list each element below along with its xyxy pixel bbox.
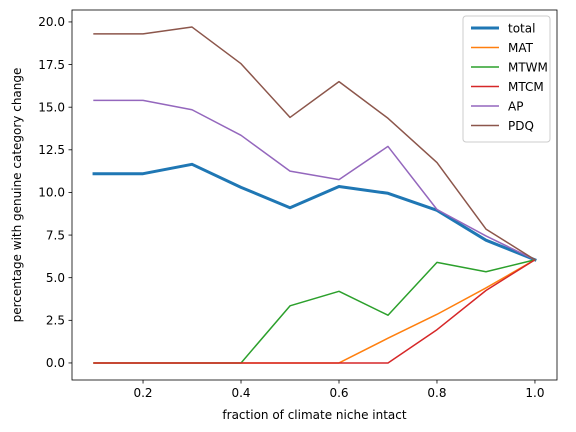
y-tick-label: 7.5	[46, 228, 65, 242]
x-tick-label: 0.2	[133, 386, 152, 400]
legend-label-mat: MAT	[508, 41, 534, 55]
x-tick-label: 0.6	[329, 386, 348, 400]
series-line-pdq	[93, 26, 536, 261]
y-tick-label: 0.0	[46, 356, 65, 370]
x-tick-label: 1.0	[525, 386, 544, 400]
legend-label-ap: AP	[508, 99, 523, 113]
series-line-mtcm	[93, 258, 536, 364]
x-tick-label: 0.4	[231, 386, 250, 400]
y-tick-label: 12.5	[38, 143, 65, 157]
x-axis-ticks: 0.2 0.4 0.6 0.8 1.0	[133, 380, 545, 400]
y-tick-label: 10.0	[38, 186, 65, 200]
legend-label-mtwm: MTWM	[508, 60, 548, 74]
legend-label-pdq: PDQ	[508, 119, 534, 133]
series-line-total	[92, 162, 537, 262]
x-tick-label: 0.8	[427, 386, 446, 400]
axes-frame	[71, 9, 558, 381]
x-axis-label: fraction of climate niche intact	[222, 408, 406, 422]
y-tick-label: 2.5	[46, 314, 65, 328]
y-tick-label: 20.0	[38, 15, 65, 29]
legend-label-total: total	[508, 21, 535, 35]
y-tick-label: 5.0	[46, 271, 65, 285]
series-line-ap	[93, 99, 536, 261]
y-tick-label: 17.5	[38, 58, 65, 72]
y-tick-label: 15.0	[38, 100, 65, 114]
y-axis-label: percentage with genuine category change	[10, 68, 24, 323]
plot-lines	[92, 26, 537, 364]
legend: total MAT MTWM MTCM AP PDQ	[462, 15, 551, 143]
legend-label-mtcm: MTCM	[508, 80, 544, 94]
y-axis-ticks: 0.0 2.5 5.0 7.5 10.0 12.5 15.0 17.5 20.0	[38, 15, 72, 370]
